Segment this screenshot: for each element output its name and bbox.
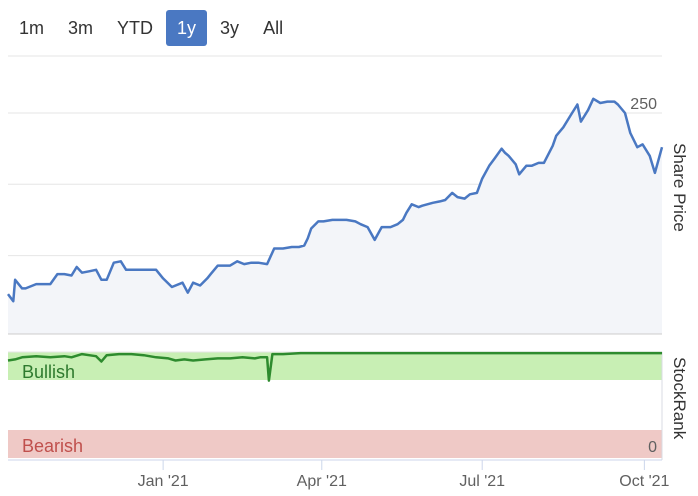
range-button-all[interactable]: All <box>252 10 294 46</box>
price-axis-title: Share Price <box>670 143 689 232</box>
range-selector: 1m 3m YTD 1y 3y All <box>8 10 296 46</box>
x-tick-label: Oct '21 <box>619 473 669 490</box>
rank-tick-label: 0 <box>648 439 657 456</box>
range-button-ytd[interactable]: YTD <box>106 10 164 46</box>
bullish-zone <box>8 352 662 380</box>
stockrank-axis-title: StockRank <box>670 357 689 440</box>
price-series-line <box>6 97 664 303</box>
price-tick-label: 250 <box>630 96 657 113</box>
bearish-label: Bearish <box>22 436 83 456</box>
bullish-label: Bullish <box>22 362 75 382</box>
x-tick-label: Jul '21 <box>459 473 505 490</box>
range-button-3m[interactable]: 3m <box>57 10 104 46</box>
price-area-fill <box>8 98 662 334</box>
x-tick-label: Jan '21 <box>138 473 189 490</box>
range-button-3y[interactable]: 3y <box>209 10 250 46</box>
stockrank-series-line <box>7 351 662 382</box>
x-tick-label: Apr '21 <box>297 473 347 490</box>
bearish-zone <box>8 430 662 458</box>
range-button-1m[interactable]: 1m <box>8 10 55 46</box>
range-button-1y[interactable]: 1y <box>166 10 208 46</box>
